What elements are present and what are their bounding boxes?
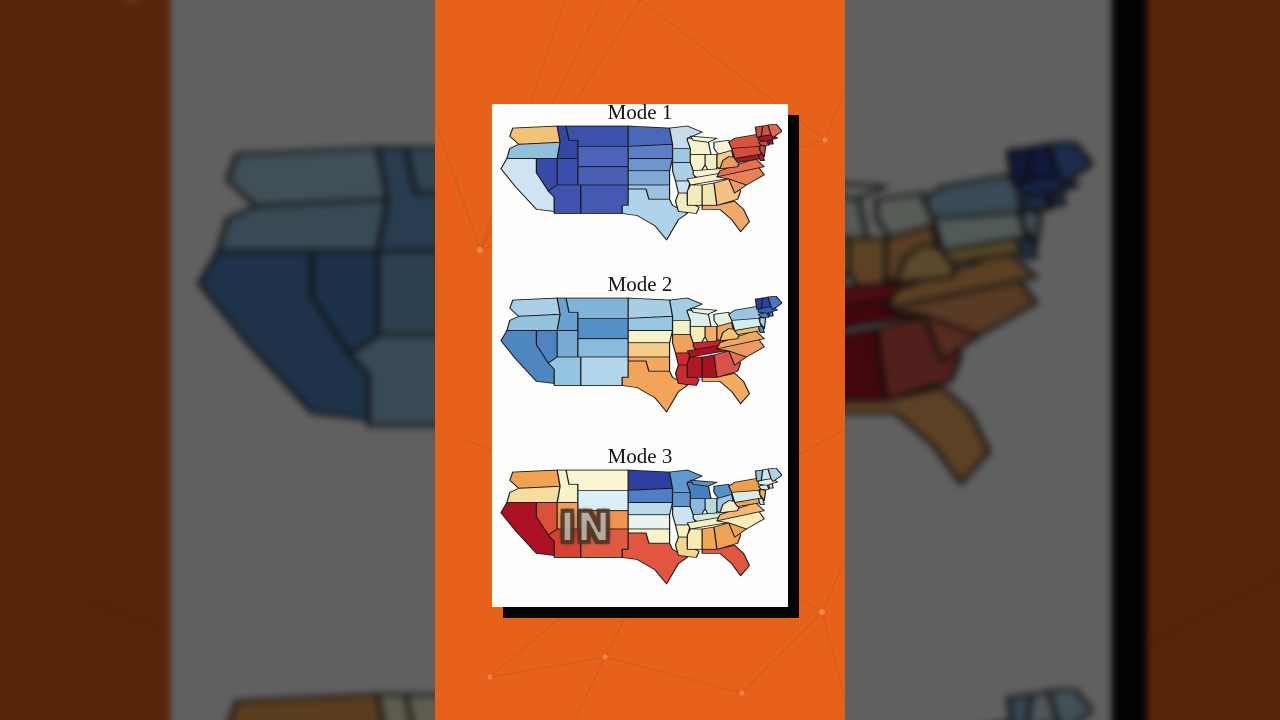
state-ms: [686, 184, 703, 206]
state-nd: [627, 297, 674, 319]
state-va: [716, 158, 765, 178]
state-fl: [701, 200, 751, 233]
state-tx: [621, 188, 688, 241]
choropleth-map-mode-2: [500, 296, 782, 413]
state-ut: [556, 158, 579, 186]
state-nm: [580, 184, 629, 214]
state-mi: [689, 479, 718, 487]
state-vt: [1006, 693, 1034, 720]
state-sd: [627, 487, 674, 503]
state-de: [757, 154, 765, 162]
state-or: [506, 313, 561, 331]
state-ne: [627, 330, 674, 344]
state-ms: [686, 528, 703, 550]
map-title-mode-3: Mode 3: [607, 444, 673, 468]
map-section-mode-3: Mode 3 IN: [492, 444, 788, 590]
state-sd: [627, 315, 674, 331]
state-ks: [627, 170, 671, 186]
map-title-mode-2: Mode 2: [607, 272, 673, 296]
state-or: [506, 485, 561, 503]
state-wa: [509, 297, 561, 317]
state-me: [1046, 141, 1093, 186]
map-title-mode-1: Mode 1: [607, 104, 673, 124]
state-nj: [1020, 207, 1043, 247]
state-va: [716, 502, 765, 522]
state-nj: [759, 488, 767, 501]
state-mi: [689, 307, 718, 315]
watermark-overlay: IN: [559, 505, 613, 551]
state-ut: [375, 249, 446, 337]
state-fl: [701, 544, 751, 577]
state-in: [704, 154, 718, 172]
state-co: [577, 166, 629, 186]
state-or: [506, 141, 561, 159]
state-in: [846, 236, 888, 292]
figure-card: Mode 1 Mode 2 Mode 3 IN: [492, 104, 788, 607]
state-ne: [627, 502, 674, 516]
state-me: [767, 296, 782, 310]
state-wa: [509, 125, 561, 145]
state-mi: [689, 135, 718, 143]
state-or: [215, 198, 390, 253]
state-wa: [225, 146, 390, 208]
state-va: [716, 330, 765, 350]
state-in: [704, 498, 718, 516]
map-section-mode-1: Mode 1: [492, 104, 788, 246]
state-me: [767, 124, 782, 138]
state-me: [767, 468, 782, 482]
state-nm: [580, 356, 629, 386]
state-ks: [627, 514, 671, 530]
state-tx: [621, 532, 688, 585]
state-fl: [836, 385, 992, 486]
state-de: [1015, 236, 1039, 259]
state-ks: [627, 342, 671, 358]
state-nd: [627, 125, 674, 147]
state-wy: [577, 145, 629, 168]
state-ne: [627, 158, 674, 172]
video-center-panel: Mode 1 Mode 2 Mode 3 IN: [435, 0, 845, 720]
state-sd: [627, 143, 674, 159]
state-wy: [577, 317, 629, 340]
map-section-mode-2: Mode 2: [492, 272, 788, 418]
map-box-mode-3: IN: [498, 468, 782, 590]
state-co: [577, 338, 629, 358]
state-fl: [701, 372, 751, 405]
state-de: [757, 498, 765, 506]
state-tx: [621, 360, 688, 413]
state-nd: [627, 469, 674, 491]
state-wa: [509, 469, 561, 489]
state-in: [704, 326, 718, 344]
state-va: [883, 249, 1039, 311]
state-wa: [227, 693, 385, 720]
map-box-mode-2: [498, 296, 782, 418]
map-box-mode-1: [498, 124, 782, 246]
state-de: [757, 326, 765, 334]
state-ms: [686, 356, 703, 378]
state-nj: [759, 316, 767, 329]
state-ut: [556, 330, 579, 358]
choropleth-map-mode-1: [500, 124, 782, 241]
state-nj: [759, 144, 767, 157]
choropleth-map-mode-3: [500, 468, 782, 585]
state-me: [1046, 688, 1093, 720]
